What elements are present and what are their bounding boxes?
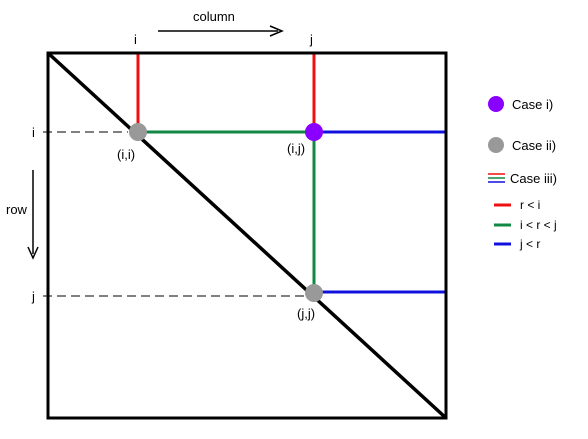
node-jj: [305, 284, 323, 302]
row-label: row: [6, 202, 28, 217]
matrix-diagonal: [46, 51, 448, 420]
legend-case2-swatch: [488, 137, 504, 153]
node-ii-label: (i,i): [117, 147, 135, 162]
column-arrow-head: [269, 25, 284, 37]
node-ij-label: (i,j): [287, 141, 305, 156]
node-jj-label: (j,j): [297, 306, 315, 321]
matrix-frame: [46, 51, 448, 420]
legend-case2-label: Case ii): [512, 138, 556, 153]
node-ij: [305, 123, 323, 141]
legend-r-lt-i: r < i: [520, 198, 540, 212]
legend: Case i) Case ii) Case iii) r < i i < r <…: [488, 96, 557, 251]
row-j-label: j: [31, 289, 35, 304]
legend-case1-label: Case i): [512, 97, 553, 112]
legend-i-lt-r-lt-j: i < r < j: [520, 218, 557, 232]
col-j-label: j: [309, 32, 313, 47]
row-arrow-head: [27, 246, 39, 260]
legend-case3-label: Case iii): [510, 171, 557, 186]
column-label: column: [193, 9, 235, 24]
legend-j-lt-r: j < r: [519, 237, 540, 251]
row-i-label: i: [32, 125, 35, 140]
node-ii: [129, 123, 147, 141]
legend-case1-swatch: [488, 96, 504, 112]
col-i-label: i: [134, 32, 137, 47]
